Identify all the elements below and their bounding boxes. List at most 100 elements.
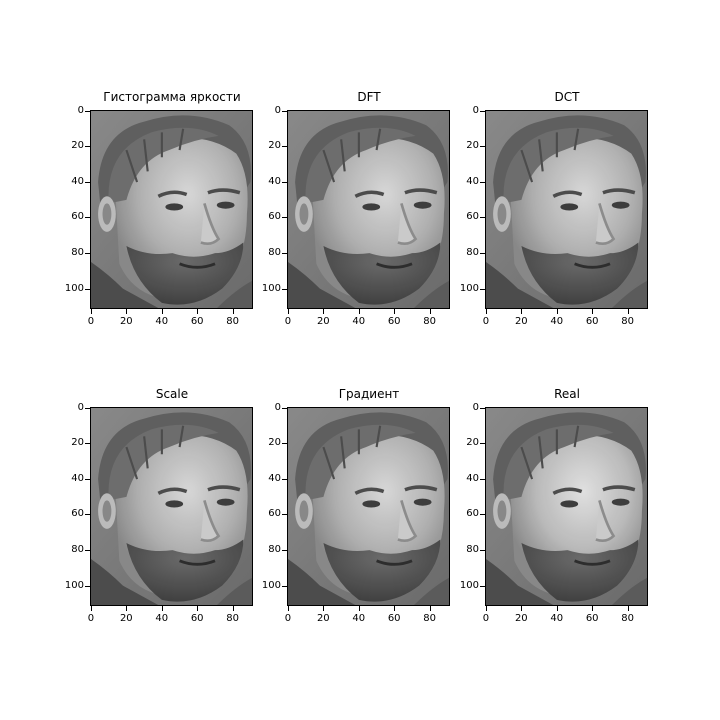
y-tick-mark bbox=[85, 407, 90, 409]
x-tick-mark bbox=[126, 309, 128, 314]
y-tick-mark bbox=[282, 443, 287, 445]
x-tick-label: 0 bbox=[482, 316, 490, 327]
subplot-4: Scale bbox=[65, 387, 254, 632]
y-tick-mark bbox=[85, 288, 90, 290]
x-tick-label: 60 bbox=[585, 316, 599, 327]
y-tick-label: 60 bbox=[268, 508, 281, 520]
x-tick-mark bbox=[485, 309, 487, 314]
x-tick-label: 80 bbox=[423, 613, 436, 624]
y-tick-label: 100 bbox=[261, 282, 281, 294]
x-tick-label: 80 bbox=[423, 316, 436, 327]
x-tick-mark bbox=[126, 606, 128, 611]
x-tick-label: 20 bbox=[514, 316, 528, 327]
y-tick-label: 60 bbox=[466, 211, 479, 223]
y-tick-label: 80 bbox=[466, 544, 479, 556]
y-tick-label: 40 bbox=[466, 472, 479, 484]
subplot-2: DFT bbox=[262, 90, 451, 335]
x-tick-label: 0 bbox=[87, 316, 95, 327]
y-tick-mark bbox=[480, 585, 485, 587]
y-tick-label: 20 bbox=[466, 140, 479, 152]
x-tick-mark bbox=[627, 309, 629, 314]
x-tick-label: 0 bbox=[284, 613, 292, 624]
x-tick-label: 40 bbox=[155, 613, 169, 624]
y-tick-mark bbox=[480, 514, 485, 516]
x-tick-mark bbox=[394, 606, 396, 611]
y-tick-label: 40 bbox=[268, 175, 281, 187]
y-tick-mark bbox=[85, 110, 90, 112]
y-tick-label: 0 bbox=[274, 401, 281, 413]
y-tick-label: 100 bbox=[459, 282, 479, 294]
x-tick-mark bbox=[627, 606, 629, 611]
y-tick-mark bbox=[282, 181, 287, 183]
x-tick-mark bbox=[358, 606, 360, 611]
y-tick-mark bbox=[282, 146, 287, 148]
x-tick-mark bbox=[556, 309, 558, 314]
x-tick-mark bbox=[197, 309, 199, 314]
face-image bbox=[90, 407, 253, 606]
x-tick-label: 80 bbox=[621, 613, 634, 624]
x-tick-label: 80 bbox=[226, 316, 239, 327]
y-tick-mark bbox=[282, 550, 287, 552]
subplot-3: DCT bbox=[460, 90, 649, 335]
y-tick-mark bbox=[85, 253, 90, 255]
y-tick-mark bbox=[282, 253, 287, 255]
x-tick-mark bbox=[161, 606, 163, 611]
subplot-1: Гистограмма яркости bbox=[65, 90, 254, 335]
y-tick-label: 60 bbox=[466, 508, 479, 520]
y-tick-mark bbox=[480, 181, 485, 183]
x-tick-mark bbox=[323, 309, 325, 314]
y-tick-label: 100 bbox=[64, 282, 84, 294]
x-tick-label: 0 bbox=[482, 613, 490, 624]
x-tick-mark bbox=[90, 606, 92, 611]
face-image bbox=[485, 110, 648, 309]
y-tick-label: 40 bbox=[268, 472, 281, 484]
x-tick-mark bbox=[429, 606, 431, 611]
x-tick-mark bbox=[90, 309, 92, 314]
y-tick-label: 80 bbox=[268, 247, 281, 259]
y-tick-mark bbox=[480, 478, 485, 480]
y-tick-label: 100 bbox=[459, 579, 479, 591]
y-tick-mark bbox=[480, 110, 485, 112]
y-tick-mark bbox=[282, 514, 287, 516]
y-tick-label: 0 bbox=[77, 104, 84, 116]
x-tick-label: 20 bbox=[119, 316, 133, 327]
y-tick-mark bbox=[282, 407, 287, 409]
x-tick-mark bbox=[521, 606, 523, 611]
x-tick-mark bbox=[232, 606, 234, 611]
x-tick-mark bbox=[323, 606, 325, 611]
x-tick-label: 80 bbox=[621, 316, 634, 327]
face-image bbox=[287, 407, 450, 606]
x-tick-mark bbox=[287, 309, 289, 314]
subplot-title: DCT bbox=[554, 90, 580, 104]
y-tick-label: 60 bbox=[71, 211, 84, 223]
y-tick-label: 40 bbox=[71, 175, 84, 187]
x-tick-label: 40 bbox=[550, 316, 564, 327]
subplot-title: Scale bbox=[155, 387, 189, 401]
y-tick-mark bbox=[85, 217, 90, 219]
y-tick-mark bbox=[282, 288, 287, 290]
x-tick-mark bbox=[556, 606, 558, 611]
y-tick-label: 100 bbox=[64, 579, 84, 591]
x-tick-label: 40 bbox=[352, 316, 366, 327]
x-tick-mark bbox=[161, 309, 163, 314]
y-tick-label: 20 bbox=[466, 437, 479, 449]
y-tick-mark bbox=[282, 585, 287, 587]
y-tick-label: 100 bbox=[261, 579, 281, 591]
y-tick-mark bbox=[85, 443, 90, 445]
y-tick-label: 20 bbox=[71, 140, 84, 152]
x-tick-mark bbox=[197, 606, 199, 611]
y-tick-mark bbox=[85, 550, 90, 552]
y-tick-label: 40 bbox=[71, 472, 84, 484]
y-tick-mark bbox=[480, 253, 485, 255]
x-tick-label: 80 bbox=[226, 613, 239, 624]
x-tick-mark bbox=[429, 309, 431, 314]
x-tick-mark bbox=[232, 309, 234, 314]
subplot-title: Градиент bbox=[338, 387, 400, 401]
y-tick-label: 40 bbox=[466, 175, 479, 187]
y-tick-label: 0 bbox=[472, 401, 479, 413]
x-tick-mark bbox=[287, 606, 289, 611]
x-tick-label: 0 bbox=[87, 613, 95, 624]
x-tick-label: 20 bbox=[316, 613, 330, 624]
y-tick-mark bbox=[480, 550, 485, 552]
